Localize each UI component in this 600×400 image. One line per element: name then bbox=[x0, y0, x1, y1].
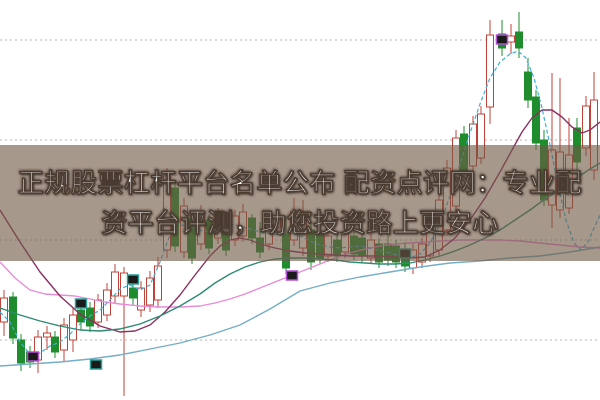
candle-body bbox=[486, 34, 494, 108]
candle-body bbox=[86, 307, 94, 327]
signal-marker bbox=[126, 274, 140, 285]
candle-body bbox=[17, 339, 25, 364]
candle-body bbox=[515, 31, 523, 49]
candle-body bbox=[129, 287, 137, 299]
candle-body bbox=[111, 271, 119, 297]
candle-body bbox=[60, 324, 68, 351]
signal-marker bbox=[74, 298, 88, 309]
banner-line-2: 资平台评测，助您投资路上更安心 bbox=[101, 207, 499, 238]
candle-body bbox=[94, 299, 102, 323]
signal-marker bbox=[26, 351, 40, 362]
signal-marker bbox=[495, 34, 509, 45]
candle-body bbox=[524, 71, 532, 101]
candle-body bbox=[532, 96, 540, 144]
overlay-banner: 正规股票杠杆平台名单公布 配资点评网：专业配 资平台评测，助您投资路上更安心 bbox=[0, 145, 600, 261]
candle-body bbox=[9, 296, 17, 339]
signal-marker bbox=[285, 270, 299, 281]
banner-line-1: 正规股票杠杆平台名单公布 配资点评网：专业配 bbox=[17, 167, 583, 198]
signal-marker bbox=[89, 359, 103, 370]
ma-cyan-dashed-line bbox=[0, 50, 600, 355]
candle-body bbox=[507, 35, 515, 43]
candle-body bbox=[137, 287, 145, 311]
candle-body bbox=[120, 272, 128, 297]
candle-body bbox=[154, 265, 162, 301]
candle-body bbox=[43, 332, 51, 338]
candle-body bbox=[146, 277, 154, 306]
candle-body bbox=[582, 105, 590, 149]
